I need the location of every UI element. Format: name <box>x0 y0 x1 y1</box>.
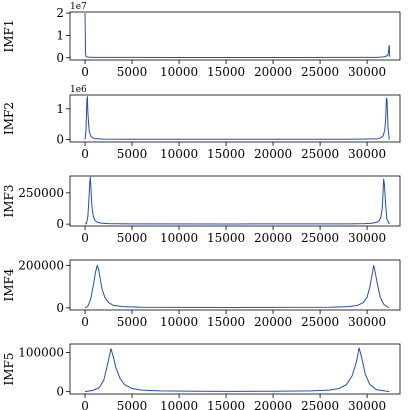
x-tick-label: 25000 <box>301 315 339 329</box>
axes-frame <box>69 259 401 311</box>
x-tick-label: 20000 <box>254 315 292 329</box>
x-tick-label: 0 <box>81 399 89 410</box>
y-axis-label: IMF4 <box>2 268 16 301</box>
x-tick-label: 20000 <box>254 231 292 245</box>
y-axis-label: IMF3 <box>2 185 16 218</box>
x-tick-label: 0 <box>81 147 89 161</box>
x-tick-label: 25000 <box>301 399 339 410</box>
panel-1: 0 5000 10000 15000 20000 25000 30000 0 1 2 1e7 IMF1 <box>2 2 401 79</box>
panel-2: 0 5000 10000 15000 20000 25000 30000 0 1 1e6 IMF2 <box>2 85 401 161</box>
x-tick-label: 5000 <box>117 315 148 329</box>
series-line <box>84 264 390 309</box>
x-tick-label: 15000 <box>207 399 245 410</box>
y-tick-label: 0 <box>56 301 64 315</box>
y-axis-label: IMF2 <box>2 102 16 135</box>
x-tick-label: 30000 <box>348 65 386 79</box>
axes-frame <box>69 175 401 227</box>
x-tick-label: 5000 <box>117 399 148 410</box>
x-tick-label: 0 <box>81 315 89 329</box>
y-tick-label: 250000 <box>18 186 64 200</box>
x-tick-label: 5000 <box>117 231 148 245</box>
x-tick-label: 5000 <box>117 65 148 79</box>
x-tick-label: 30000 <box>348 399 386 410</box>
x-tick-label: 20000 <box>254 399 292 410</box>
x-tick-label: 15000 <box>207 231 245 245</box>
x-tick-label: 10000 <box>160 147 198 161</box>
x-tick-label: 25000 <box>301 231 339 245</box>
series-line <box>84 13 391 59</box>
panel-3: 0 5000 10000 15000 20000 25000 30000 0 250000IMF… <box>2 175 401 245</box>
x-tick-label: 30000 <box>348 231 386 245</box>
y-offset-label: 1e7 <box>70 2 87 12</box>
x-tick-label: 15000 <box>207 147 245 161</box>
x-tick-label: 25000 <box>301 65 339 79</box>
y-tick-label: 0 <box>56 51 64 65</box>
y-tick-label: 1 <box>56 28 64 42</box>
series-line <box>84 96 390 140</box>
y-tick-label: 0 <box>56 385 64 399</box>
x-tick-label: 0 <box>81 65 89 79</box>
y-tick-label: 0 <box>56 133 64 147</box>
x-tick-label: 25000 <box>301 147 339 161</box>
series-line <box>84 176 390 225</box>
y-tick-label: 200000 <box>18 258 64 272</box>
x-tick-label: 15000 <box>207 65 245 79</box>
x-tick-label: 20000 <box>254 65 292 79</box>
x-tick-label: 0 <box>81 231 89 245</box>
x-tick-label: 20000 <box>254 147 292 161</box>
axes-frame <box>69 94 401 143</box>
x-tick-label: 15000 <box>207 315 245 329</box>
y-tick-label: 100000 <box>18 346 64 360</box>
x-tick-label: 30000 <box>348 315 386 329</box>
panel-5: 0 5000 10000 15000 20000 25000 30000 0 100000IMF… <box>2 343 401 410</box>
axes-frame <box>69 11 401 61</box>
x-tick-label: 10000 <box>160 231 198 245</box>
y-axis-label: IMF1 <box>2 20 16 53</box>
y-axis-label: IMF5 <box>2 353 16 386</box>
y-offset-label: 1e6 <box>70 85 87 95</box>
y-tick-label: 2 <box>56 6 64 20</box>
axes-frame <box>69 343 401 395</box>
x-tick-label: 10000 <box>160 399 198 410</box>
x-tick-label: 5000 <box>117 147 148 161</box>
series-line <box>84 347 390 393</box>
y-tick-label: 0 <box>56 217 64 231</box>
y-tick-label: 1 <box>56 102 64 116</box>
panel-4: 0 5000 10000 15000 20000 25000 30000 0 200000IMF… <box>2 258 401 329</box>
x-tick-label: 30000 <box>348 147 386 161</box>
x-tick-label: 10000 <box>160 65 198 79</box>
x-tick-label: 10000 <box>160 315 198 329</box>
